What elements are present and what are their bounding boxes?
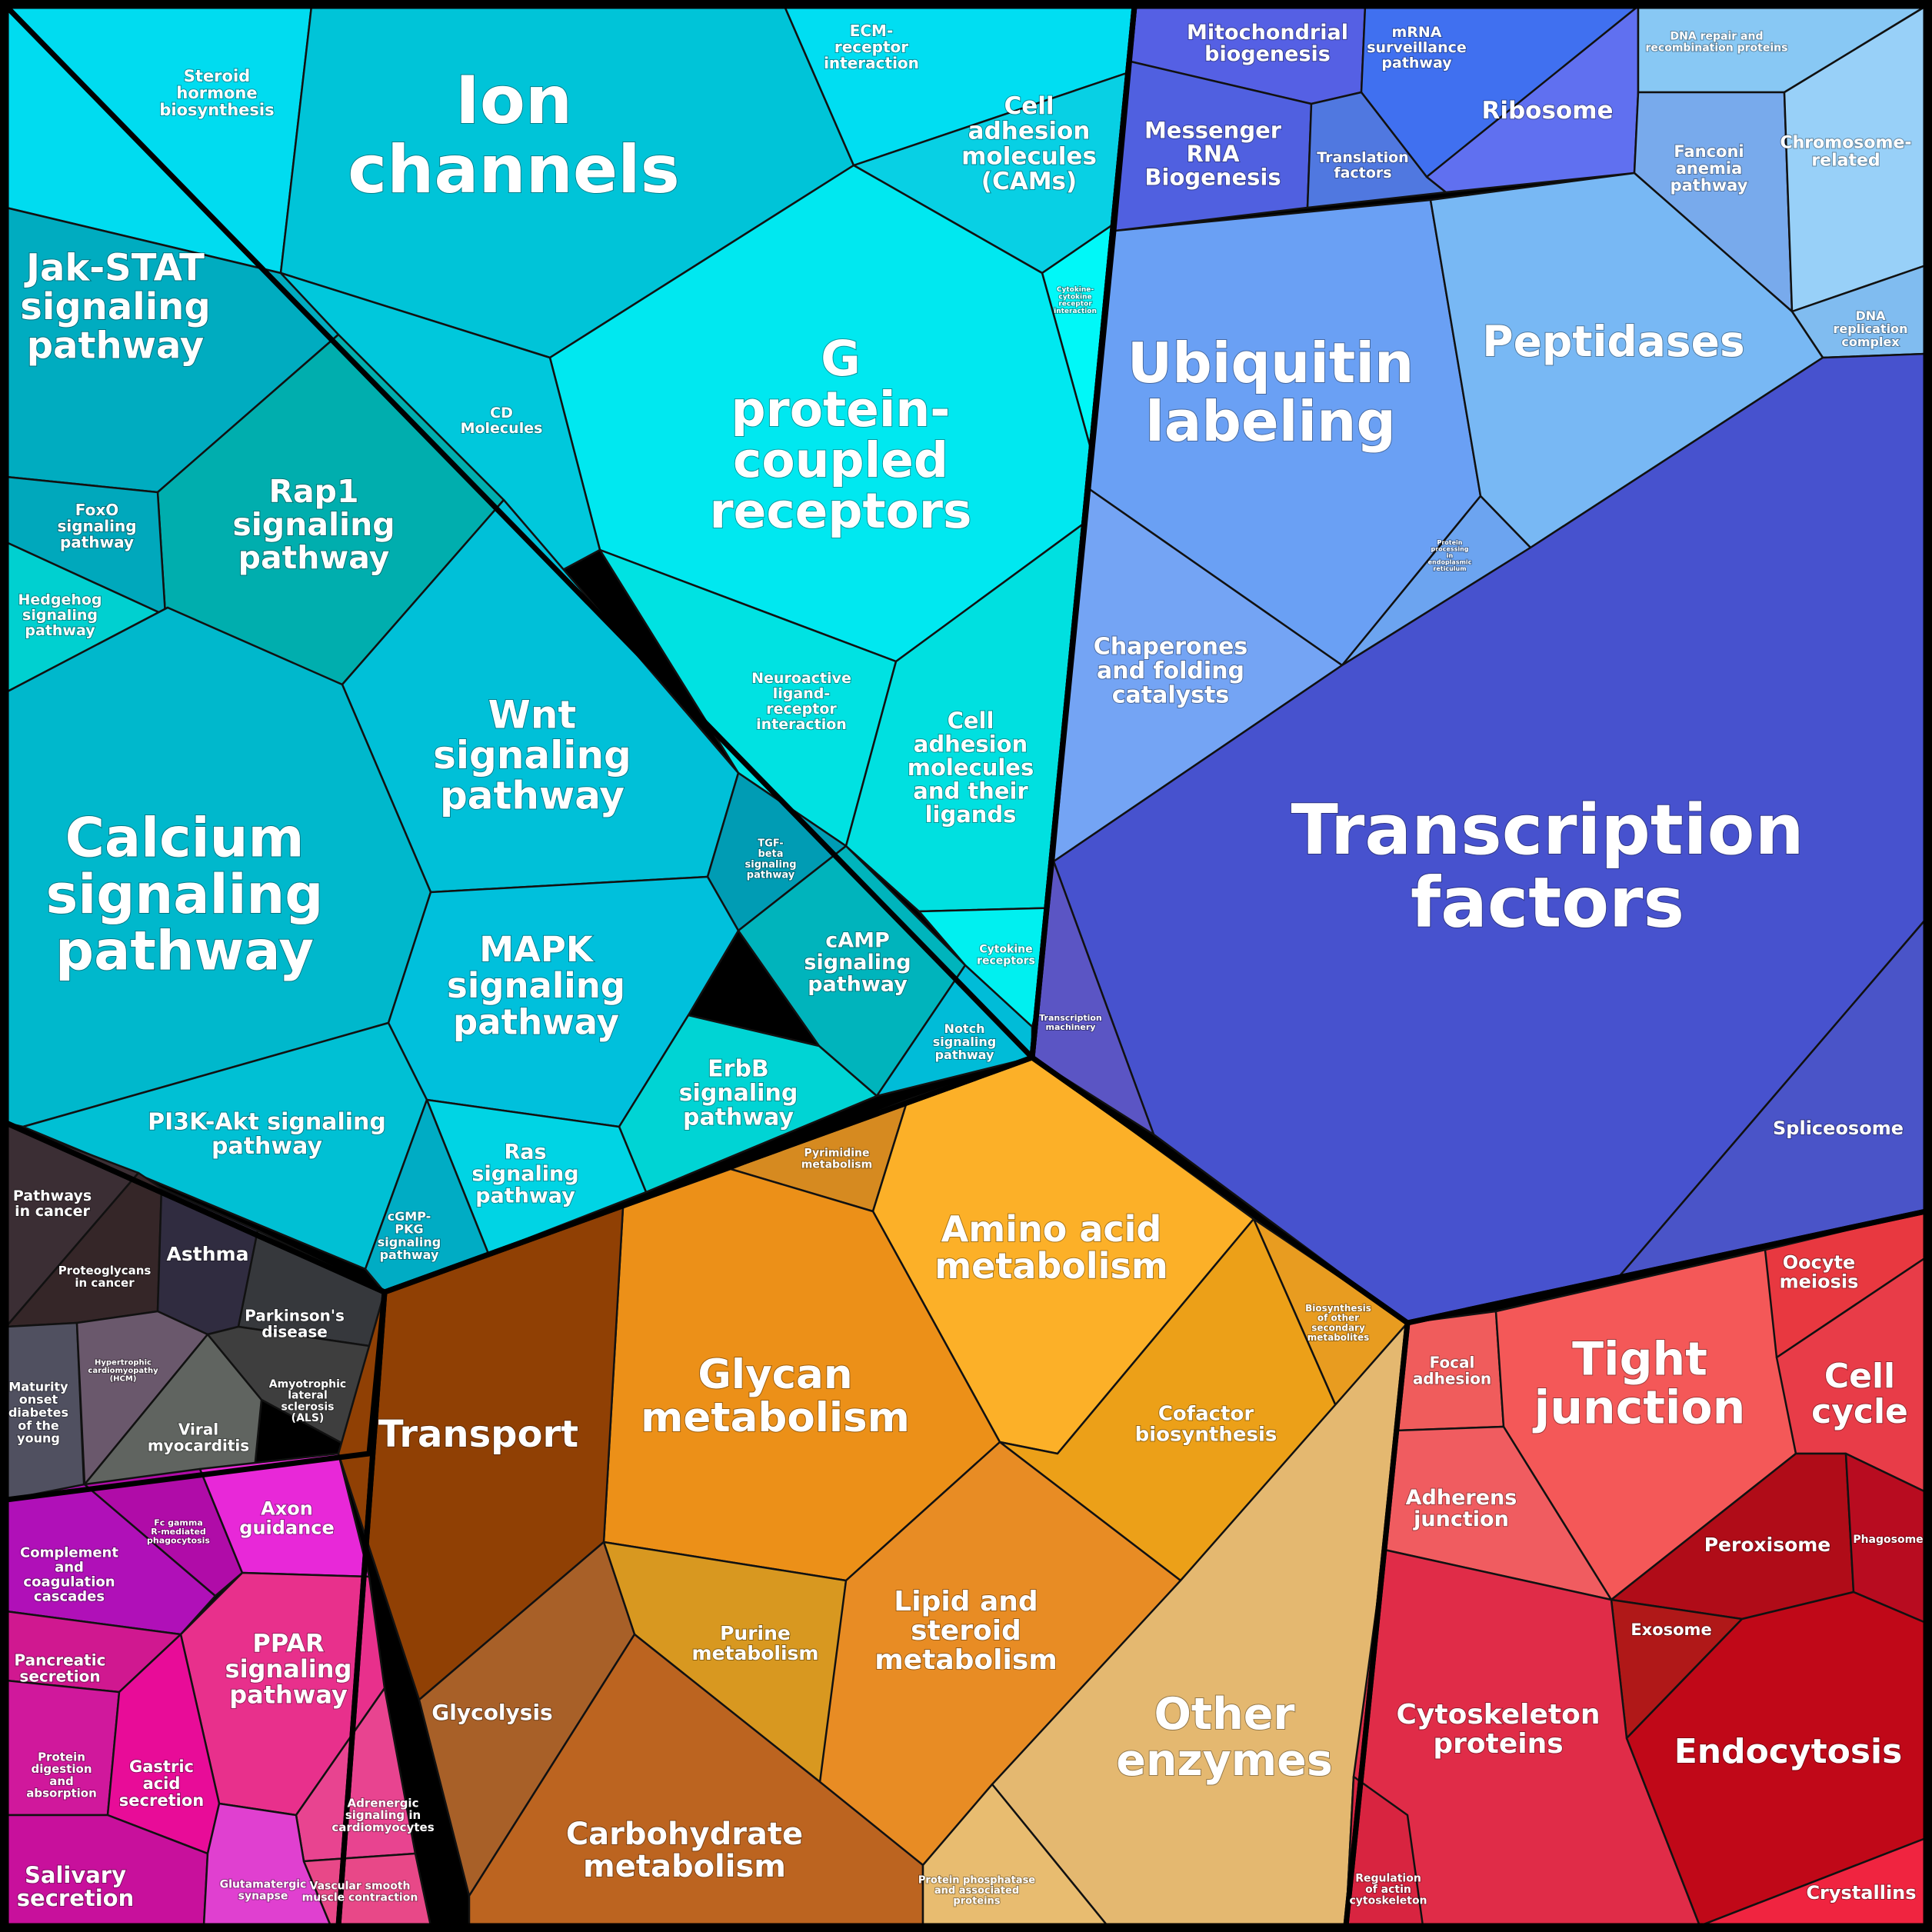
label-erbb-signaling-pathway: ErbB signaling pathway bbox=[679, 1055, 798, 1131]
label-cgmp-pkg-signaling-pathway: cGMP-PKG signaling pathway bbox=[378, 1208, 441, 1261]
label-complement-and-coagulation-cascades: Complement and coagulation cascades bbox=[20, 1545, 118, 1605]
label-protein-phosphatase-and-associated-proteins: Protein phosphatase and associated protein… bbox=[918, 1874, 1035, 1907]
label-amino-acid-metabolism: Amino acid metabolism bbox=[934, 1208, 1168, 1286]
label-gastric-acid-secretion: Gastric acid secretion bbox=[119, 1757, 204, 1810]
label-endocytosis: Endocytosis bbox=[1674, 1732, 1903, 1771]
label-ras-signaling-pathway: Ras signaling pathway bbox=[471, 1140, 578, 1208]
label-steroid-hormone-biosynthesis: Steroid hormone biosynthesis bbox=[159, 67, 274, 119]
label-chromosome-related: Chromosome-related bbox=[1780, 133, 1912, 170]
label-salivary-secretion: Salivary secretion bbox=[17, 1862, 134, 1911]
label-biosynthesis-of-other-secondary-metabolites: Biosynthesis of other secondary metabolites bbox=[1305, 1303, 1371, 1343]
label-dna-repair-and-recombination-proteins: DNA repair and recombination proteins bbox=[1646, 31, 1788, 55]
label-glycan-metabolism: Glycan metabolism bbox=[641, 1351, 910, 1441]
label-regulation-of-actin-cytoskeleton: Regulation of actin cytoskeleton bbox=[1349, 1872, 1427, 1907]
label-purine-metabolism: Purine metabolism bbox=[692, 1622, 819, 1664]
label-amyotrophic-lateral-sclerosis-als: Amyotrophic lateral sclerosis (ALS) bbox=[269, 1378, 346, 1424]
cell-erbb-signaling-pathway bbox=[618, 1014, 878, 1194]
label-cell-adhesion-molecules-and-their-ligands: Cell adhesion molecules and their ligands bbox=[908, 708, 1034, 828]
label-spliceosome: Spliceosome bbox=[1773, 1118, 1904, 1139]
label-ecm-receptor-interaction: ECM-receptor interaction bbox=[824, 22, 919, 72]
label-vascular-smooth-muscle-contraction: Vascular smooth muscle contraction bbox=[302, 1880, 418, 1904]
label-ubiquitin-labeling: Ubiquitin labeling bbox=[1128, 331, 1414, 454]
label-ppar-signaling-pathway: PPAR signaling pathway bbox=[225, 1628, 352, 1709]
label-pi3k-akt-signaling-pathway: PI3K-Akt signaling pathway bbox=[148, 1108, 386, 1160]
label-transport: Transport bbox=[378, 1413, 578, 1456]
label-notch-signaling-pathway: Notch signaling pathway bbox=[933, 1021, 996, 1062]
label-translation-factors: Translation factors bbox=[1317, 149, 1408, 182]
label-proteoglycans-in-cancer: Proteoglycans in cancer bbox=[58, 1264, 152, 1290]
label-lipid-and-steroid-metabolism: Lipid and steroid metabolism bbox=[874, 1586, 1058, 1676]
label-pathways-in-cancer: Pathways in cancer bbox=[13, 1188, 92, 1220]
label-tgf-beta-signaling-pathway: TGF-beta signaling pathway bbox=[745, 838, 797, 881]
label-axon-guidance: Axon guidance bbox=[239, 1497, 334, 1538]
label-protein-processing-in-endoplasmic-reticulum: Protein processing in endoplasmic reticulum bbox=[1428, 539, 1472, 572]
label-glutamatergic-synapse: Glutamatergic synapse bbox=[220, 1879, 307, 1903]
label-viral-myocarditis: Viral myocarditis bbox=[148, 1420, 249, 1454]
labels-layer: Steroid hormone biosynthesis Ion channels ECM… bbox=[8, 19, 1924, 1912]
label-parkinsons-disease: Parkinson's disease bbox=[245, 1306, 345, 1341]
label-hedgehog-signaling-pathway: Hedgehog signaling pathway bbox=[18, 591, 102, 639]
label-protein-digestion-and-absorption: Protein digestion and absorption bbox=[26, 1750, 97, 1800]
label-cd-molecules: CD Molecules bbox=[461, 405, 543, 437]
label-chaperones-and-folding-catalysts: Chaperones and folding catalysts bbox=[1094, 633, 1247, 708]
cells-layer bbox=[5, 5, 1927, 1927]
label-maturity-onset-diabetes-of-the-young: Maturity onset diabetes of the young bbox=[8, 1379, 68, 1445]
label-crystallins: Crystallins bbox=[1806, 1882, 1916, 1904]
label-mrna-surveillance-pathway: mRNA surveillance pathway bbox=[1367, 24, 1467, 72]
label-cell-cycle: Cell cycle bbox=[1811, 1357, 1908, 1431]
label-hypertrophic-cardiomyopathy-hcm: Hypertrophic cardiomyopathy (HCM) bbox=[88, 1359, 158, 1384]
label-ion-channels: Ion channels bbox=[348, 62, 680, 208]
label-cofactor-biosynthesis: Cofactor biosynthesis bbox=[1135, 1402, 1277, 1446]
label-glycolysis: Glycolysis bbox=[431, 1700, 552, 1725]
label-jak-stat-signaling-pathway: Jak-STAT signaling pathway bbox=[20, 247, 210, 368]
label-carbohydrate-metabolism: Carbohydrate metabolism bbox=[566, 1817, 803, 1884]
label-fc-gamma-r-mediated-phagocytosis: Fc gamma R-mediated phagocytosis bbox=[147, 1517, 210, 1545]
label-other-enzymes: Other enzymes bbox=[1116, 1689, 1333, 1786]
label-exosome: Exosome bbox=[1631, 1621, 1711, 1639]
label-transcription-machinery: Transcription machinery bbox=[1039, 1013, 1102, 1032]
label-adherens-junction: Adherens junction bbox=[1406, 1485, 1517, 1531]
label-ribosome: Ribosome bbox=[1481, 97, 1613, 125]
label-foxo-signaling-pathway: FoxO signaling pathway bbox=[57, 501, 136, 551]
label-mitochondrial-biogenesis: Mitochondrial biogenesis bbox=[1187, 20, 1348, 65]
label-mapk-signaling-pathway: MAPK signaling pathway bbox=[447, 929, 625, 1043]
label-dna-replication-complex: DNA replication complex bbox=[1834, 308, 1908, 349]
label-pancreatic-secretion: Pancreatic secretion bbox=[15, 1651, 106, 1685]
label-peroxisome: Peroxisome bbox=[1704, 1534, 1831, 1556]
label-asthma: Asthma bbox=[167, 1243, 249, 1265]
label-cytokine-cytokine-receptor-interaction: Cytokine-cytokine receptor interaction bbox=[1054, 285, 1097, 315]
label-pyrimidine-metabolism: Pyrimidine metabolism bbox=[801, 1148, 872, 1171]
label-focal-adhesion: Focal adhesion bbox=[1413, 1353, 1491, 1387]
label-camp-signaling-pathway: cAMP signaling pathway bbox=[804, 928, 911, 996]
label-wnt-signaling-pathway: Wnt signaling pathway bbox=[433, 692, 631, 818]
label-oocyte-meiosis: Oocyte meiosis bbox=[1780, 1251, 1859, 1292]
label-rap1-signaling-pathway: Rap1 signaling pathway bbox=[232, 473, 395, 576]
label-adrenergic-signaling-in-cardiomyocytes: Adrenergic signaling in cardiomyocytes bbox=[331, 1796, 434, 1834]
label-fanconi-anemia-pathway: Fanconi anemia pathway bbox=[1671, 142, 1748, 195]
label-messenger-rna-biogenesis: Messenger RNA Biogenesis bbox=[1144, 118, 1282, 191]
label-cell-adhesion-molecules-cams: Cell adhesion molecules (CAMs) bbox=[961, 92, 1097, 195]
label-neuroactive-ligand-receptor-interaction: Neuroactive ligand-receptor interaction bbox=[751, 670, 851, 733]
label-tight-junction: Tight junction bbox=[1533, 1332, 1746, 1434]
label-cytokine-receptors: Cytokine receptors bbox=[977, 944, 1035, 968]
label-phagosome: Phagosome bbox=[1853, 1534, 1923, 1546]
label-calcium-signaling-pathway: Calcium signaling pathway bbox=[46, 807, 324, 983]
label-transcription-factors: Transcription factors bbox=[1291, 790, 1804, 944]
label-peptidases: Peptidases bbox=[1482, 317, 1744, 366]
label-cytoskeleton-proteins: Cytoskeleton proteins bbox=[1397, 1699, 1601, 1760]
